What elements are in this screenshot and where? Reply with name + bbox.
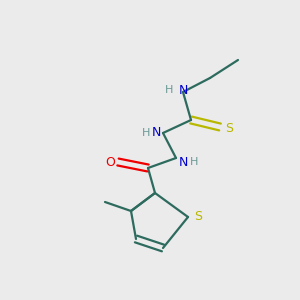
Text: S: S bbox=[194, 211, 202, 224]
Text: H: H bbox=[190, 157, 198, 167]
Text: N: N bbox=[179, 155, 188, 169]
Text: N: N bbox=[178, 83, 188, 97]
Text: O: O bbox=[105, 155, 115, 169]
Text: H: H bbox=[142, 128, 150, 138]
Text: H: H bbox=[165, 85, 173, 95]
Text: N: N bbox=[152, 127, 161, 140]
Text: S: S bbox=[225, 122, 233, 136]
